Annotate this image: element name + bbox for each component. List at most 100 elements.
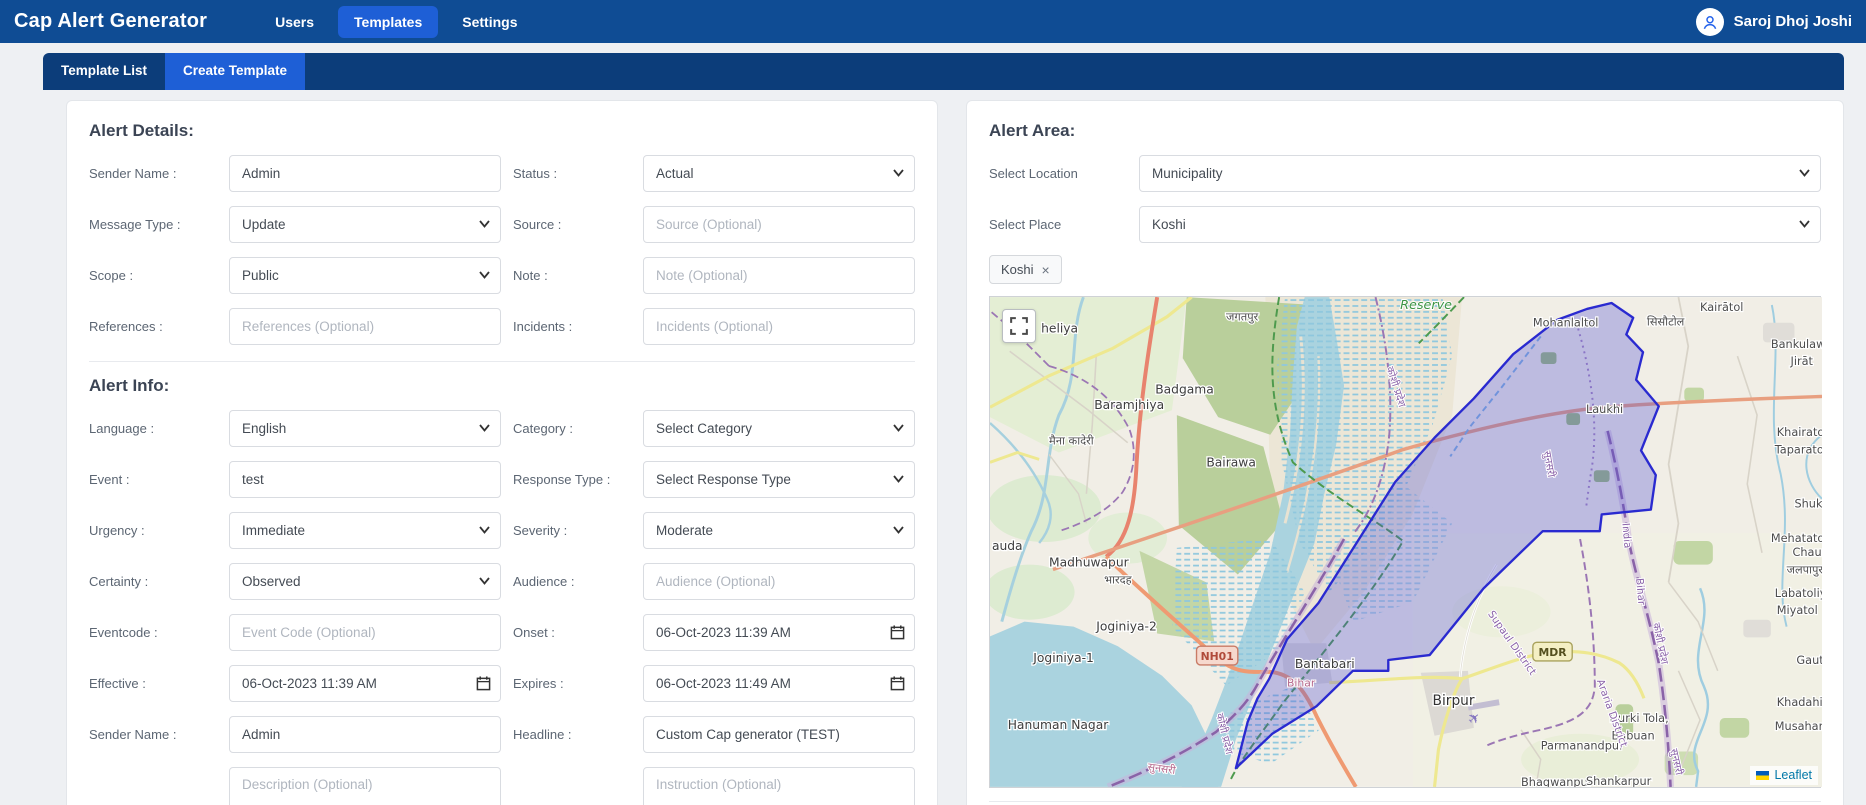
- instruction-textarea[interactable]: Instruction (Optional): [643, 767, 915, 805]
- chevron-down-icon: [893, 424, 904, 432]
- selected-place-tag-label: Koshi: [1001, 262, 1034, 277]
- tab-create-template[interactable]: Create Template: [165, 53, 306, 90]
- svg-text:MDR: MDR: [1539, 646, 1568, 659]
- sender-name-input[interactable]: Admin: [229, 155, 501, 192]
- map-label: India: [1619, 523, 1633, 549]
- urgency-label: Urgency :: [89, 523, 145, 538]
- language-select[interactable]: English: [229, 410, 501, 447]
- event-input[interactable]: test: [229, 461, 501, 498]
- section-divider: [989, 801, 1821, 802]
- map-label: जगतपुर: [1226, 311, 1259, 325]
- map-label: Shankarpur: [1586, 775, 1652, 787]
- map-label: Kairātol: [1700, 301, 1743, 314]
- alert-area-card: Alert Area: Select Location Municipality…: [966, 100, 1850, 805]
- scope-select[interactable]: Public: [229, 257, 501, 294]
- map-label: Miyatol: [1777, 604, 1818, 617]
- sender-name-2-label: Sender Name :: [89, 727, 177, 742]
- selected-place-tag: Koshi ×: [989, 255, 1062, 284]
- category-select[interactable]: Select Category: [643, 410, 915, 447]
- leaflet-link[interactable]: Leaflet: [1774, 768, 1812, 782]
- category-label: Category :: [513, 421, 573, 436]
- ukraine-flag-icon: [1756, 771, 1770, 780]
- map-label: सुनसरी: [1147, 760, 1177, 777]
- map-label: Bihar: [1287, 677, 1316, 690]
- eventcode-input[interactable]: Event Code (Optional): [229, 614, 501, 651]
- map-label: Bankulawa: [1771, 338, 1822, 351]
- eventcode-label: Eventcode :: [89, 625, 158, 640]
- effective-label: Effective :: [89, 676, 146, 691]
- message-type-label: Message Type :: [89, 217, 181, 232]
- chevron-down-icon: [1799, 220, 1810, 228]
- map-label: auda: [992, 539, 1023, 553]
- location-select[interactable]: Municipality: [1139, 155, 1821, 192]
- calendar-icon: [890, 625, 905, 640]
- chevron-down-icon: [1799, 169, 1810, 177]
- map-label: Shukraba: [1794, 498, 1822, 511]
- chevron-down-icon: [479, 220, 490, 228]
- references-input[interactable]: References (Optional): [229, 308, 501, 345]
- map-label: Madhuwapur: [1049, 556, 1130, 570]
- status-select[interactable]: Actual: [643, 155, 915, 192]
- map-label: Chaudha: [1792, 546, 1822, 559]
- remove-tag-icon[interactable]: ×: [1041, 261, 1050, 278]
- response-type-label: Response Type :: [513, 472, 611, 487]
- chevron-down-icon: [893, 526, 904, 534]
- user-avatar[interactable]: [1695, 7, 1724, 36]
- nav-item-templates[interactable]: Templates: [338, 5, 439, 38]
- alert-info-heading: Alert Info:: [89, 376, 170, 395]
- audience-label: Audience :: [513, 574, 575, 589]
- source-input[interactable]: Source (Optional): [643, 206, 915, 243]
- map-label: Bihar: [1633, 578, 1647, 607]
- calendar-icon: [476, 676, 491, 691]
- tab-template-list[interactable]: Template List: [61, 63, 148, 78]
- audience-input[interactable]: Audience (Optional): [643, 563, 915, 600]
- scope-label: Scope :: [89, 268, 134, 283]
- headline-input[interactable]: Custom Cap generator (TEST): [643, 716, 915, 753]
- chevron-down-icon: [479, 424, 490, 432]
- map-label: Badgama: [1155, 382, 1214, 396]
- message-type-select[interactable]: Update: [229, 206, 501, 243]
- map-label: Parmanandpur: [1541, 740, 1624, 753]
- source-label: Source :: [513, 217, 562, 232]
- fullscreen-icon: [1010, 317, 1028, 335]
- note-input[interactable]: Note (Optional): [643, 257, 915, 294]
- leaflet-map[interactable]: Leaflet: [984, 295, 1850, 790]
- urgency-select[interactable]: Immediate: [229, 512, 501, 549]
- tab-strip: Template List Create Template: [43, 53, 1844, 90]
- severity-select[interactable]: Moderate: [643, 512, 915, 549]
- map-label: Hurki Tola,: [1610, 712, 1669, 725]
- map-label: Khairatol: [1777, 426, 1822, 439]
- alert-details-heading: Alert Details:: [89, 121, 194, 140]
- expires-label: Expires :: [513, 676, 564, 691]
- fullscreen-button[interactable]: [1002, 309, 1036, 343]
- sender-name-label: Sender Name :: [89, 166, 177, 181]
- map-label: जलपापुर: [1787, 563, 1822, 577]
- place-select[interactable]: Koshi: [1139, 206, 1821, 243]
- user-name[interactable]: Saroj Dhoj Joshi: [1733, 13, 1852, 30]
- sender-name-2-input[interactable]: Admin: [229, 716, 501, 753]
- map-label: Jirāt: [1790, 355, 1814, 368]
- app-brand[interactable]: Cap Alert Generator: [14, 10, 208, 32]
- event-label: Event :: [89, 472, 130, 487]
- map-label: सिसौटोल: [1647, 315, 1685, 329]
- chevron-down-icon: [479, 526, 490, 534]
- map-label: Babuan: [1612, 730, 1655, 743]
- response-type-select[interactable]: Select Response Type: [643, 461, 915, 498]
- select-location-label: Select Location: [989, 166, 1078, 181]
- onset-datetime[interactable]: 06-Oct-2023 11:39 AM: [643, 614, 915, 651]
- map-label: Birpur: [1433, 693, 1475, 709]
- expires-datetime[interactable]: 06-Oct-2023 11:49 AM: [643, 665, 915, 702]
- map-label: Mohanlaltol: [1533, 317, 1599, 330]
- map-label: Khadahitol: [1777, 696, 1822, 709]
- description-textarea[interactable]: Description (Optional): [229, 767, 501, 805]
- svg-text:NH01: NH01: [1201, 650, 1234, 663]
- status-label: Status :: [513, 166, 558, 181]
- nav-item-users[interactable]: Users: [275, 13, 315, 30]
- map-label: Musaharitol: [1775, 720, 1822, 733]
- map-label: Joginiya-1: [1032, 651, 1094, 665]
- chevron-down-icon: [479, 577, 490, 585]
- certainty-select[interactable]: Observed: [229, 563, 501, 600]
- effective-datetime[interactable]: 06-Oct-2023 11:39 AM: [229, 665, 501, 702]
- nav-item-settings[interactable]: Settings: [462, 13, 518, 30]
- incidents-input[interactable]: Incidents (Optional): [643, 308, 915, 345]
